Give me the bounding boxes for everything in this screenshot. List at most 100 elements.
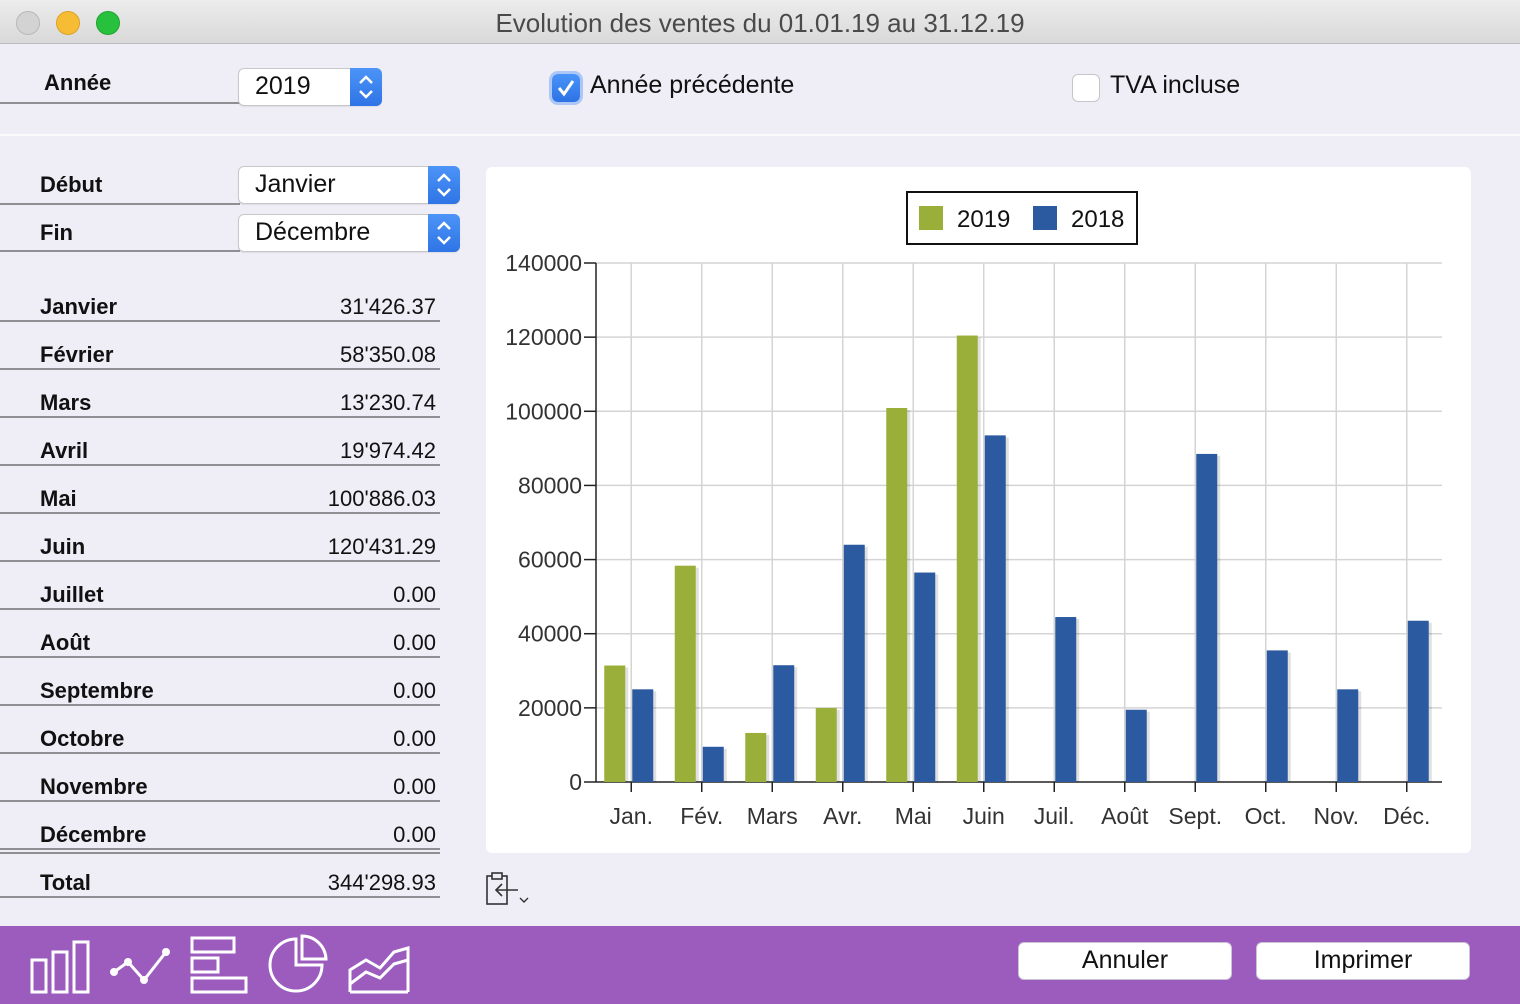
month-name: Mai bbox=[40, 486, 77, 511]
end-month-select[interactable]: Décembre bbox=[238, 214, 460, 252]
chart-panel: 0 20000 40000 60000 80000 100000 120000 140000 J… bbox=[486, 167, 1471, 853]
end-rule bbox=[0, 250, 240, 252]
close-window-button[interactable] bbox=[16, 11, 40, 35]
row-rule bbox=[0, 512, 440, 514]
month-value: 0.00 bbox=[393, 726, 436, 751]
month-value: 100'886.03 bbox=[327, 486, 436, 511]
bar-2019 bbox=[604, 665, 626, 782]
y-tick-label: 140000 bbox=[505, 250, 582, 276]
month-value: 0.00 bbox=[393, 678, 436, 703]
y-tick-label: 60000 bbox=[518, 547, 582, 573]
cancel-button[interactable]: Annuler bbox=[1018, 942, 1232, 980]
x-tick-label: Jan. bbox=[610, 803, 653, 829]
total-value: 344'298.93 bbox=[327, 870, 436, 895]
x-tick-label: Déc. bbox=[1383, 803, 1430, 829]
row-rule bbox=[0, 560, 440, 562]
legend-swatch bbox=[1033, 206, 1057, 230]
bar-2018 bbox=[632, 689, 654, 782]
x-tick-label: Nov. bbox=[1313, 803, 1359, 829]
legend-swatch bbox=[919, 206, 943, 230]
title-bar: Evolution des ventes du 01.01.19 au 31.1… bbox=[0, 0, 1520, 44]
options-row: Année 2019 Année précédente TVA incluse bbox=[0, 44, 1520, 136]
bar-2019 bbox=[956, 335, 978, 782]
bar-2018 bbox=[1407, 620, 1429, 782]
start-label: Début bbox=[40, 172, 103, 197]
legend-box bbox=[906, 191, 1138, 245]
up-down-chevron-icon bbox=[437, 173, 451, 197]
row-rule bbox=[0, 416, 440, 418]
end-month-value: Décembre bbox=[255, 218, 371, 246]
vat-included-checkbox[interactable] bbox=[1072, 74, 1100, 102]
window-title: Evolution des ventes du 01.01.19 au 31.1… bbox=[495, 8, 1025, 38]
horizontal-bar-chart-icon[interactable] bbox=[188, 934, 252, 996]
month-value: 0.00 bbox=[393, 630, 436, 655]
x-tick-label: Mars bbox=[747, 803, 798, 829]
row-rule-double bbox=[0, 852, 440, 854]
year-label: Année bbox=[44, 70, 112, 95]
start-rule bbox=[0, 203, 240, 205]
month-name: Novembre bbox=[40, 774, 148, 799]
up-down-chevron-icon bbox=[359, 75, 373, 99]
row-rule bbox=[0, 752, 440, 754]
month-name: Juin bbox=[40, 534, 86, 559]
start-month-select[interactable]: Janvier bbox=[238, 166, 460, 204]
clipboard-export-icon[interactable] bbox=[484, 870, 536, 910]
y-tick-label: 0 bbox=[569, 769, 582, 795]
x-tick-label: Sept. bbox=[1168, 803, 1222, 829]
row-rule bbox=[0, 320, 440, 322]
month-value: 58'350.08 bbox=[340, 342, 436, 367]
previous-year-checkbox[interactable] bbox=[552, 74, 580, 102]
end-month-arrows[interactable] bbox=[428, 214, 460, 252]
previous-year-label: Année précédente bbox=[590, 71, 795, 99]
area-chart-icon[interactable] bbox=[346, 934, 412, 996]
month-name: Mars bbox=[40, 390, 92, 415]
bar-2018 bbox=[702, 746, 724, 782]
year-rule bbox=[0, 102, 240, 104]
month-value: 0.00 bbox=[393, 822, 436, 847]
month-value: 120'431.29 bbox=[327, 534, 436, 559]
month-name: Février bbox=[40, 342, 114, 367]
start-month-arrows[interactable] bbox=[428, 166, 460, 204]
total-rule bbox=[0, 896, 440, 898]
row-rule bbox=[0, 704, 440, 706]
print-button[interactable]: Imprimer bbox=[1256, 942, 1470, 980]
bar-2018 bbox=[1055, 617, 1077, 782]
legend-label: 2018 bbox=[1071, 206, 1124, 233]
x-tick-label: Fév. bbox=[680, 803, 723, 829]
end-label: Fin bbox=[40, 220, 73, 245]
row-rule bbox=[0, 800, 440, 802]
y-tick-label: 20000 bbox=[518, 695, 582, 721]
month-name: Octobre bbox=[40, 726, 125, 751]
pie-chart-icon[interactable] bbox=[266, 934, 332, 996]
bar-2019 bbox=[745, 732, 767, 782]
row-rule bbox=[0, 848, 440, 850]
month-value: 19'974.42 bbox=[340, 438, 436, 463]
bar-2018 bbox=[1196, 453, 1218, 782]
year-stepper[interactable]: 2019 bbox=[238, 68, 382, 106]
maximize-window-button[interactable] bbox=[96, 11, 120, 35]
minimize-window-button[interactable] bbox=[56, 11, 80, 35]
bar-2018 bbox=[1125, 709, 1147, 782]
total-label: Total bbox=[40, 870, 91, 895]
bar-chart-icon[interactable] bbox=[28, 934, 92, 996]
month-value: 31'426.37 bbox=[340, 294, 436, 319]
month-name: Juillet bbox=[40, 582, 104, 607]
month-value: 0.00 bbox=[393, 582, 436, 607]
row-rule bbox=[0, 608, 440, 610]
year-stepper-arrows[interactable] bbox=[350, 68, 382, 106]
month-name: Septembre bbox=[40, 678, 154, 703]
y-tick-label: 120000 bbox=[505, 324, 582, 350]
y-tick-label: 80000 bbox=[518, 472, 582, 498]
row-rule bbox=[0, 656, 440, 658]
legend-label: 2019 bbox=[957, 206, 1010, 233]
line-chart-icon[interactable] bbox=[108, 934, 172, 996]
month-name: Décembre bbox=[40, 822, 147, 847]
month-name: Janvier bbox=[40, 294, 118, 319]
row-rule bbox=[0, 368, 440, 370]
checkmark-icon bbox=[557, 80, 575, 97]
row-rule bbox=[0, 464, 440, 466]
month-name: Août bbox=[40, 630, 91, 655]
bottom-toolbar: Annuler Imprimer bbox=[0, 926, 1520, 1004]
bar-2018 bbox=[1337, 689, 1359, 782]
bar-2018 bbox=[984, 435, 1006, 782]
